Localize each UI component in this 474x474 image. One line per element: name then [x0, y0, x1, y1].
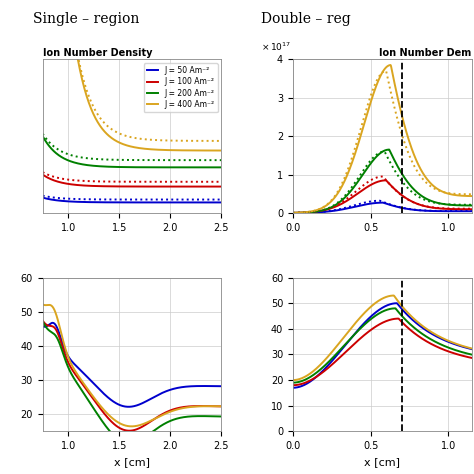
- Text: Double – reg: Double – reg: [261, 12, 350, 26]
- Legend: J = 50 Am⁻², J = 100 Am⁻², J = 200 Am⁻², J = 400 Am⁻²: J = 50 Am⁻², J = 100 Am⁻², J = 200 Am⁻²,…: [144, 63, 218, 112]
- X-axis label: x [cm]: x [cm]: [364, 456, 400, 466]
- X-axis label: x [cm]: x [cm]: [114, 456, 150, 466]
- Text: Single – region: Single – region: [33, 12, 139, 26]
- Text: $\times\,10^{17}$: $\times\,10^{17}$: [261, 41, 291, 53]
- Text: Ion Number Density: Ion Number Density: [43, 48, 152, 58]
- Text: Ion Number Dem: Ion Number Dem: [379, 48, 472, 58]
